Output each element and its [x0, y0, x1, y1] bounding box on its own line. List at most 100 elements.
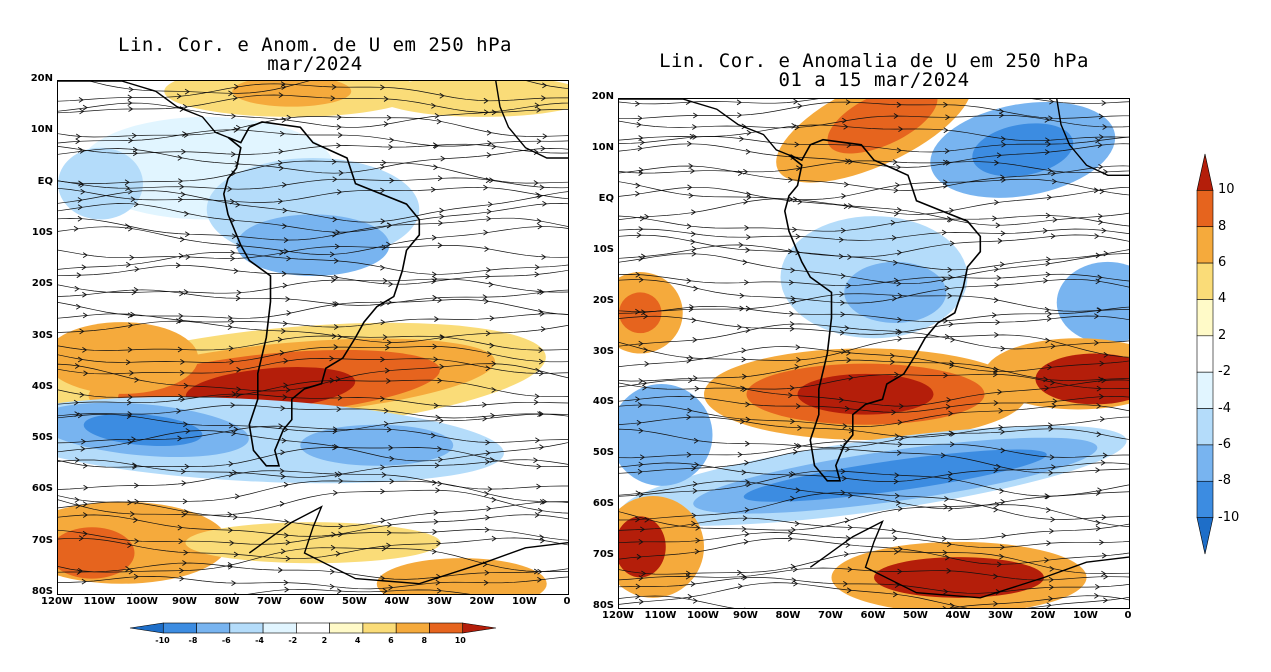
streamline: [619, 404, 1129, 427]
streamline-arrow: [1048, 425, 1054, 432]
colorbar-swatch: [1196, 444, 1214, 482]
right-title: Lin. Cor. e Anomalia de U em 250 hPa 01 …: [618, 52, 1130, 90]
streamline: [58, 379, 568, 398]
streamline-arrow: [741, 347, 747, 354]
streamline-arrow: [82, 530, 88, 537]
streamline-arrow: [635, 516, 641, 523]
streamline-arrow: [331, 84, 337, 90]
streamline-arrow: [637, 145, 643, 152]
streamline-arrow: [130, 311, 136, 318]
streamline-arrow: [380, 218, 386, 225]
streamline-arrow: [943, 588, 949, 595]
streamline-arrow: [80, 446, 86, 452]
streamline-arrow: [283, 382, 289, 389]
streamline-arrow: [283, 237, 289, 244]
streamline-arrow: [126, 261, 132, 268]
colorbar-swatch: [429, 622, 464, 634]
streamline-arrow: [948, 410, 954, 417]
streamline-arrow: [182, 498, 188, 505]
right-lat-label: 10N: [591, 141, 614, 153]
streamline-arrow: [642, 380, 648, 387]
streamline-arrow: [179, 183, 185, 190]
streamline-arrow: [693, 112, 699, 119]
streamlines: [619, 99, 1129, 608]
streamlines: [58, 81, 568, 594]
streamline-arrow: [537, 576, 543, 583]
right-lat-label: 50S: [592, 447, 614, 459]
streamline-arrow: [948, 430, 954, 437]
streamline-arrow: [280, 449, 286, 456]
streamline-arrow: [994, 199, 1000, 206]
right-lat-label: 80S: [592, 600, 614, 611]
colorbar-swatch: [1196, 153, 1214, 191]
streamline-arrow: [739, 292, 745, 299]
streamline: [619, 323, 1129, 350]
streamline: [58, 480, 568, 503]
streamline-arrow: [179, 575, 185, 582]
streamline-arrow: [534, 393, 540, 400]
streamline-arrow: [638, 276, 644, 283]
streamline-arrow: [1097, 487, 1103, 494]
streamline-arrow: [386, 241, 392, 248]
streamline: [619, 441, 1129, 459]
streamline-arrow: [1095, 525, 1101, 532]
left-lat-label: 60S: [31, 483, 53, 495]
streamline-arrow: [994, 332, 1000, 338]
streamline-arrow: [485, 273, 491, 280]
streamline-arrow: [179, 290, 185, 297]
right-lat-label: 30S: [592, 345, 614, 357]
vertical-colorbar-label: -4: [1218, 400, 1231, 416]
streamline-arrow: [793, 580, 799, 587]
right-lat-label: 40S: [592, 396, 614, 408]
streamline-arrow: [177, 435, 183, 442]
streamline-arrow: [993, 266, 1000, 273]
right-lon-label: 10W: [1073, 610, 1098, 621]
streamline-arrow: [993, 297, 999, 304]
streamline-arrow: [944, 285, 950, 292]
streamline-arrow: [948, 476, 954, 483]
streamline-arrow: [436, 118, 442, 125]
streamline-arrow: [1094, 233, 1100, 239]
streamline-arrow: [744, 507, 750, 513]
streamline-arrow: [79, 108, 85, 115]
streamline-arrow: [438, 456, 444, 463]
streamline-arrow: [484, 298, 490, 305]
streamline-arrow: [689, 304, 695, 310]
streamline-arrow: [330, 544, 336, 551]
left-lon-label: 120W: [41, 596, 73, 607]
streamline-arrow: [1046, 256, 1052, 263]
streamline-arrow: [685, 573, 691, 580]
streamline-arrow: [387, 521, 393, 528]
streamline-arrow: [282, 181, 288, 188]
streamline-arrow: [744, 459, 750, 466]
streamline-arrow: [840, 300, 846, 306]
streamline-arrow: [283, 579, 289, 586]
streamline-arrow: [331, 333, 337, 340]
streamline-arrow: [285, 539, 291, 546]
streamline-arrow: [232, 95, 238, 101]
streamline: [58, 335, 568, 351]
streamline-arrow: [838, 236, 845, 243]
streamline-arrow: [690, 239, 696, 245]
vertical-colorbar-graphic: [1196, 153, 1214, 555]
streamline-arrow: [285, 555, 291, 562]
left-lon-label: 100W: [126, 596, 158, 607]
streamline-arrow: [790, 295, 796, 302]
right-lon-label: 90W: [733, 610, 758, 621]
streamline-arrow: [487, 140, 493, 147]
streamline-arrow: [533, 457, 539, 464]
streamline-arrow: [991, 312, 998, 318]
streamline: [619, 504, 1129, 531]
streamline-arrow: [692, 481, 698, 487]
streamline-arrow: [485, 439, 491, 446]
streamline-arrow: [745, 416, 751, 423]
streamline-arrow: [433, 402, 439, 409]
right-lat-label: 10S: [592, 243, 614, 255]
streamline-arrow: [228, 563, 234, 570]
streamline-arrow: [127, 499, 133, 506]
streamline-arrow: [1049, 528, 1055, 534]
streamline-arrow: [280, 473, 286, 480]
streamline-arrow: [641, 570, 647, 577]
streamline-arrow: [1094, 313, 1100, 320]
streamline-arrow: [1096, 431, 1102, 438]
